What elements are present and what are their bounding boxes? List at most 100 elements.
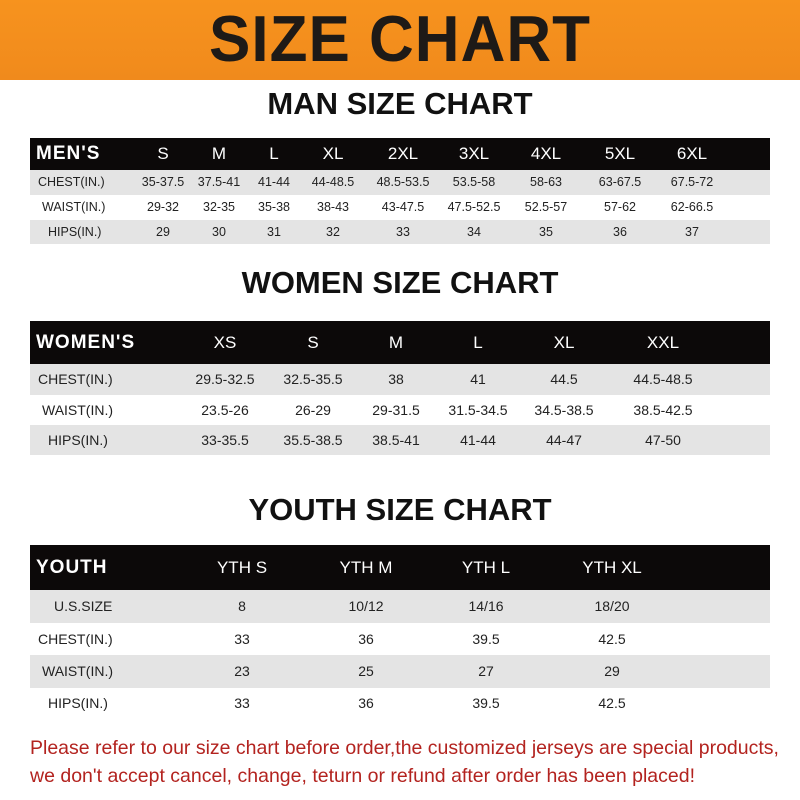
women-header-label: WOMEN'S	[36, 332, 136, 353]
youth-table-cell: 23	[234, 663, 250, 679]
order-notice-line-2: we don't accept cancel, change, teturn o…	[30, 765, 695, 787]
men-size-header: S	[157, 144, 169, 163]
women-table-cell: 44.5-48.5	[633, 371, 693, 387]
women-table-row: HIPS(IN.) 33-35.5 35.5-38.5 38.5-41 41-44 44-…	[30, 425, 770, 455]
youth-table-cell: 42.5	[598, 631, 626, 647]
women-table-cell: 38	[388, 371, 404, 387]
women-table-cell: 38.5-42.5	[633, 402, 693, 418]
men-table-row: WAIST(IN.) 29-32 32-35 35-38 38-43 43-47.5 47.…	[30, 195, 770, 220]
women-table-row: WAIST(IN.) 23.5-26 26-29 29-31.5 31.5-34.5 34…	[30, 395, 770, 425]
men-table-cell: 37	[685, 225, 699, 239]
youth-table-row: U.S.SIZE 8 10/12 14/16 18/20	[30, 590, 770, 623]
women-size-header: XL	[553, 333, 575, 352]
women-table-cell: 41	[470, 371, 486, 387]
men-table-cell: 52.5-57	[524, 200, 568, 214]
youth-table-cell: 33	[234, 631, 250, 647]
women-row-label: CHEST(IN.)	[38, 371, 113, 387]
youth-row-label: HIPS(IN.)	[48, 695, 108, 711]
order-notice-line-1: Please refer to our size chart before or…	[30, 737, 779, 759]
men-table-cell: 36	[613, 225, 627, 239]
youth-table-cell: 39.5	[472, 631, 500, 647]
women-row-label: WAIST(IN.)	[42, 402, 114, 418]
men-table-cell: 33	[396, 225, 410, 239]
men-table-cell: 67.5-72	[670, 175, 714, 189]
men-table-cell: 38-43	[317, 200, 349, 214]
men-table-cell: 29	[156, 225, 170, 239]
youth-table-cell: 29	[604, 663, 620, 679]
men-header-row: MEN'S S M L XL 2XL 3XL 4XL 5XL 6XL	[30, 138, 770, 170]
women-size-header: L	[473, 333, 483, 352]
women-table-cell: 47-50	[645, 432, 681, 448]
youth-table-cell: 27	[478, 663, 494, 679]
youth-table-cell: 10/12	[348, 598, 384, 614]
women-size-header: S	[307, 333, 319, 352]
men-size-header: 5XL	[604, 144, 636, 163]
men-size-header: 4XL	[530, 144, 562, 163]
youth-table-row: CHEST(IN.) 33 36 39.5 42.5	[30, 623, 770, 655]
women-table-cell: 44.5	[550, 371, 578, 387]
youth-table-cell: 36	[358, 695, 374, 711]
youth-table-cell: 33	[234, 695, 250, 711]
men-table-cell: 31	[267, 225, 281, 239]
youth-table-cell: 14/16	[468, 598, 504, 614]
men-size-header: L	[269, 144, 279, 163]
men-table-cell: 35-38	[258, 200, 290, 214]
youth-section-title: YOUTH SIZE CHART	[248, 492, 552, 527]
women-table-cell: 26-29	[295, 402, 331, 418]
men-size-header: 2XL	[387, 144, 419, 163]
men-row-label: HIPS(IN.)	[48, 225, 102, 239]
men-table-row: HIPS(IN.) 29 30 31 32 33 34 35 36 37	[30, 220, 770, 244]
men-table-cell: 58-63	[530, 175, 562, 189]
women-table-cell: 44-47	[546, 432, 582, 448]
men-table-cell: 34	[467, 225, 481, 239]
women-section-title: WOMEN SIZE CHART	[241, 265, 559, 300]
men-table-cell: 32	[326, 225, 340, 239]
men-table-cell: 41-44	[258, 175, 290, 189]
women-table-cell: 32.5-35.5	[283, 371, 343, 387]
women-table-cell: 31.5-34.5	[448, 402, 508, 418]
men-table-cell: 53.5-58	[452, 175, 496, 189]
women-table-cell: 29-31.5	[372, 402, 420, 418]
men-table-cell: 47.5-52.5	[447, 200, 501, 214]
women-table-row: CHEST(IN.) 29.5-32.5 32.5-35.5 38 41 44.5 44.5…	[30, 364, 770, 395]
women-size-header: XXL	[646, 333, 680, 352]
youth-row-label: CHEST(IN.)	[38, 631, 113, 647]
men-table-row: CHEST(IN.) 35-37.5 37.5-41 41-44 44-48.5 48.5…	[30, 170, 770, 195]
youth-row-label: WAIST(IN.)	[42, 663, 114, 679]
men-table-cell: 62-66.5	[670, 200, 714, 214]
men-size-header: XL	[322, 144, 344, 163]
youth-table-cell: 39.5	[472, 695, 500, 711]
youth-table-cell: 8	[238, 598, 246, 614]
youth-table-row: HIPS(IN.) 33 36 39.5 42.5	[30, 688, 770, 718]
men-table-cell: 35-37.5	[141, 175, 185, 189]
youth-table-cell: 18/20	[594, 598, 630, 614]
men-table-cell: 30	[212, 225, 226, 239]
men-table-cell: 43-47.5	[381, 200, 425, 214]
youth-size-header: YTH XL	[582, 558, 642, 577]
women-table-cell: 23.5-26	[201, 402, 249, 418]
women-size-header: M	[388, 333, 404, 352]
men-size-header: 6XL	[676, 144, 708, 163]
women-table-cell: 33-35.5	[201, 432, 249, 448]
men-size-table: MEN'S S M L XL 2XL 3XL 4XL 5XL 6XL CHEST(IN.) 35-37…	[30, 138, 770, 244]
youth-header-row: YOUTH YTH S YTH M YTH L YTH XL	[30, 545, 770, 590]
men-table-cell: 37.5-41	[197, 175, 241, 189]
men-table-cell: 63-67.5	[598, 175, 642, 189]
youth-row-label: U.S.SIZE	[54, 598, 113, 614]
men-table-cell: 32-35	[203, 200, 235, 214]
order-notice: Please refer to our size chart before or…	[30, 734, 790, 790]
women-size-header: XS	[213, 333, 237, 352]
women-size-table: WOMEN'S XS S M L XL XXL CHEST(IN.) 29.5-32.5 32.5…	[30, 321, 770, 455]
men-table-cell: 44-48.5	[311, 175, 355, 189]
men-section-title: MAN SIZE CHART	[267, 86, 533, 121]
men-row-label: WAIST(IN.)	[42, 200, 106, 214]
men-table-cell: 29-32	[147, 200, 179, 214]
youth-table-row: WAIST(IN.) 23 25 27 29	[30, 655, 770, 688]
men-size-header: M	[211, 144, 227, 163]
women-table-cell: 38.5-41	[372, 432, 420, 448]
youth-table-cell: 36	[358, 631, 374, 647]
youth-table-cell: 42.5	[598, 695, 626, 711]
men-row-label: CHEST(IN.)	[38, 175, 105, 189]
men-size-header: 3XL	[458, 144, 490, 163]
